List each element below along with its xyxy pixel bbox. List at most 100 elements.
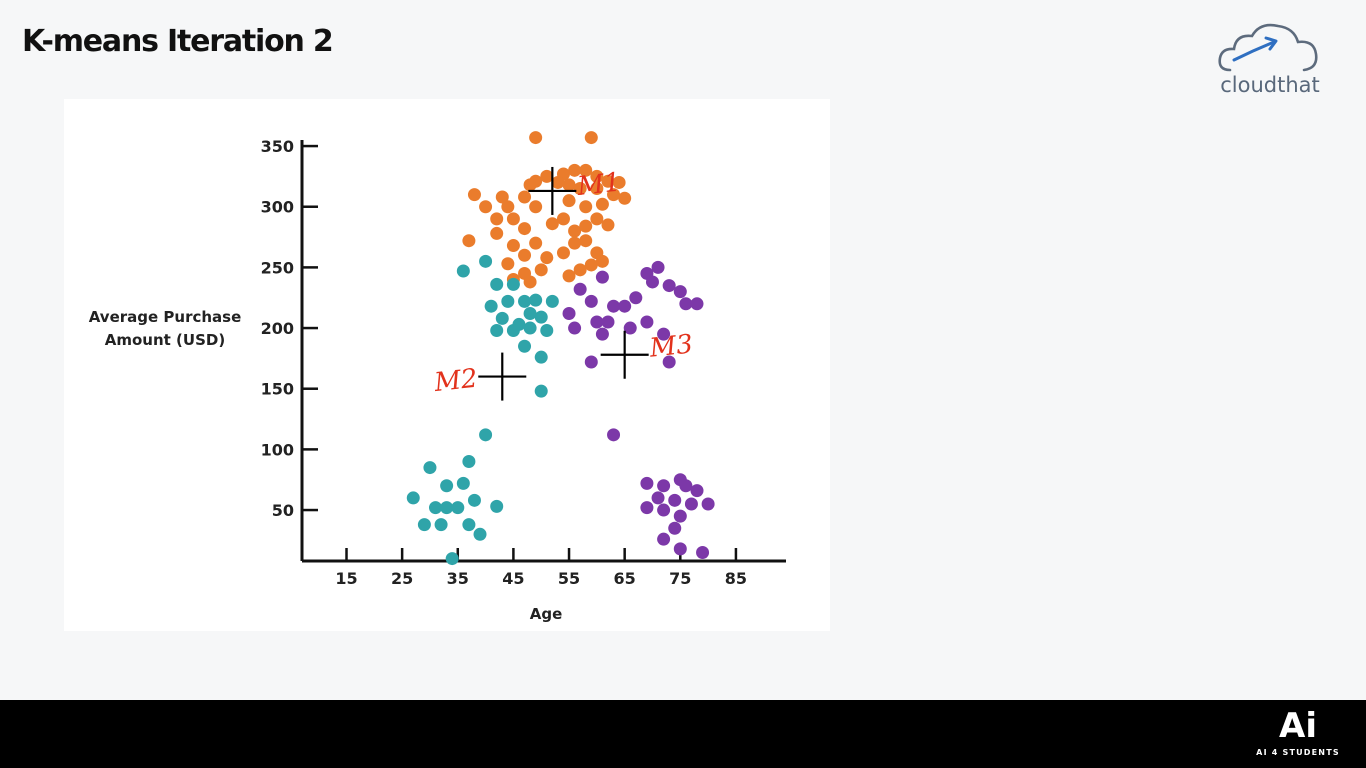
data-point-cluster-2 [406,491,420,505]
data-point-cluster-2 [490,277,504,291]
data-point-cluster-1 [584,131,598,145]
data-point-cluster-2 [445,552,459,566]
x-tick-label: 85 [725,569,747,588]
data-point-cluster-2 [417,518,431,532]
data-point-cluster-2 [440,479,454,493]
data-point-cluster-2 [490,499,504,513]
data-point-cluster-3 [601,315,615,329]
data-point-cluster-1 [579,200,593,214]
data-point-cluster-3 [657,532,671,546]
data-point-cluster-2 [423,461,437,475]
data-point-cluster-1 [562,194,576,208]
data-point-cluster-2 [479,254,493,268]
data-point-cluster-3 [584,355,598,369]
data-point-cluster-1 [590,169,604,183]
footer-bar: Ai AI 4 STUDENTS [0,700,1366,768]
x-tick-label: 15 [335,569,357,588]
data-point-cluster-2 [534,384,548,398]
y-tick-label: 350 [261,137,294,156]
data-point-cluster-2 [467,493,481,507]
centroid-3-label: M3 [647,329,694,363]
y-tick-label: 100 [261,440,294,459]
data-point-cluster-3 [584,294,598,308]
data-point-cluster-3 [640,315,654,329]
data-point-cluster-1 [601,174,615,188]
data-point-cluster-3 [668,493,682,507]
data-point-cluster-1 [523,275,537,289]
data-point-cluster-2 [545,294,559,308]
data-point-cluster-3 [662,355,676,369]
data-point-cluster-1 [590,212,604,226]
data-point-cluster-2 [534,310,548,324]
data-point-cluster-2 [518,294,532,308]
data-point-cluster-1 [545,217,559,231]
data-point-cluster-2 [434,518,448,532]
data-point-cluster-1 [540,169,554,183]
data-point-cluster-2 [484,299,498,313]
y-tick-label: 250 [261,258,294,277]
data-point-cluster-2 [473,527,487,541]
data-point-cluster-1 [595,197,609,211]
scatter-plot: 50 100 150 200 250 300 350 15 25 35 45 55 65 75 85 M1 M2… [261,131,786,588]
data-point-cluster-3 [629,291,643,305]
data-point-cluster-2 [429,501,443,515]
data-point-cluster-1 [612,175,626,189]
data-point-cluster-2 [462,455,476,469]
data-point-cluster-3 [673,542,687,556]
data-point-cluster-2 [501,294,515,308]
data-point-cluster-3 [684,497,698,511]
y-tick-label: 200 [261,319,294,338]
data-point-cluster-2 [523,321,537,335]
data-point-cluster-1 [529,200,543,214]
data-point-cluster-1 [579,234,593,248]
cloudthat-logo: cloudthat [1208,20,1332,100]
data-point-cluster-1 [529,236,543,250]
data-point-cluster-1 [568,236,582,250]
data-point-cluster-3 [645,275,659,289]
data-point-cluster-1 [540,251,554,265]
data-point-cluster-1 [562,269,576,283]
data-point-cluster-1 [556,246,570,260]
data-point-cluster-1 [579,163,593,177]
data-point-cluster-2 [540,323,554,337]
data-point-cluster-1 [467,188,481,202]
data-point-cluster-1 [490,212,504,226]
data-point-cluster-1 [579,219,593,233]
data-point-cluster-3 [573,282,587,296]
y-tick-label: 300 [261,198,294,217]
data-point-cluster-3 [640,476,654,490]
data-point-cluster-2 [456,476,470,490]
data-point-cluster-3 [679,479,693,493]
y-axis-label: Average Purchase Amount (USD) [88,308,242,349]
data-point-cluster-3 [595,327,609,341]
data-point-cluster-3 [673,285,687,299]
centroid-2-label: M2 [432,364,479,398]
data-point-cluster-1 [556,212,570,226]
data-point-cluster-3 [590,315,604,329]
data-point-cluster-2 [506,323,520,337]
data-point-cluster-3 [690,484,704,498]
data-point-cluster-1 [607,188,621,202]
data-point-cluster-1 [562,178,576,192]
x-tick-label: 55 [558,569,580,588]
slide-title: K-means Iteration 2 [22,24,334,59]
data-point-cluster-1 [479,200,493,214]
data-point-cluster-1 [618,191,632,205]
brand-subtitle: AI 4 STUDENTS [1256,748,1340,757]
data-point-cluster-1 [501,200,515,214]
data-point-cluster-3 [607,428,621,442]
data-point-cluster-2 [529,293,543,307]
data-point-cluster-1 [490,226,504,240]
x-tick-label: 25 [391,569,413,588]
data-point-cluster-3 [657,503,671,517]
data-point-cluster-1 [595,254,609,268]
centroid-1-label: M1 [575,168,622,202]
data-point-cluster-3 [618,299,632,313]
data-point-cluster-3 [595,270,609,284]
data-point-cluster-1 [529,131,543,145]
x-tick-label: 75 [669,569,691,588]
ai4students-logo: Ai AI 4 STUDENTS [1243,704,1353,764]
data-point-cluster-2 [490,323,504,337]
data-point-cluster-1 [551,175,565,189]
data-point-cluster-2 [495,311,509,325]
